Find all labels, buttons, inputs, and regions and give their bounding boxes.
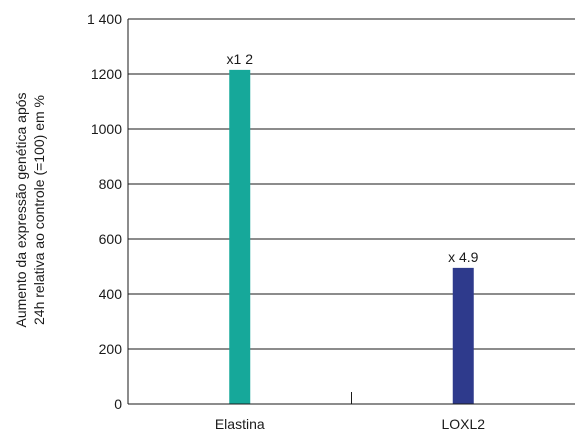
x-category-label: LOXL2 (441, 416, 485, 432)
axes (127, 19, 575, 405)
bars (229, 69, 474, 404)
bar-data-label: x 4.9 (448, 249, 479, 265)
gridlines (128, 18, 575, 350)
y-tick-label: 1 400 (87, 11, 122, 27)
y-tick-label: 800 (99, 176, 123, 192)
y-axis-title-line-2: 24h relativa ao controle (=100) em % (31, 95, 47, 325)
y-tick-label: 200 (99, 341, 123, 357)
bar (452, 267, 474, 404)
y-tick-label: 1000 (91, 121, 122, 137)
y-tick-label: 0 (114, 396, 122, 412)
y-tick-label: 400 (99, 286, 123, 302)
labels: 0 200 400 600 800 1000 1200 1 400 x1 2 Elastina x … (87, 11, 485, 432)
bar-data-label: x1 2 (227, 51, 254, 67)
y-tick-label: 600 (99, 231, 123, 247)
bar (229, 69, 251, 404)
y-axis-title-line-1: Aumento da expressão genética após (13, 92, 29, 327)
y-tick-label: 1200 (91, 66, 122, 82)
x-category-label: Elastina (215, 416, 265, 432)
